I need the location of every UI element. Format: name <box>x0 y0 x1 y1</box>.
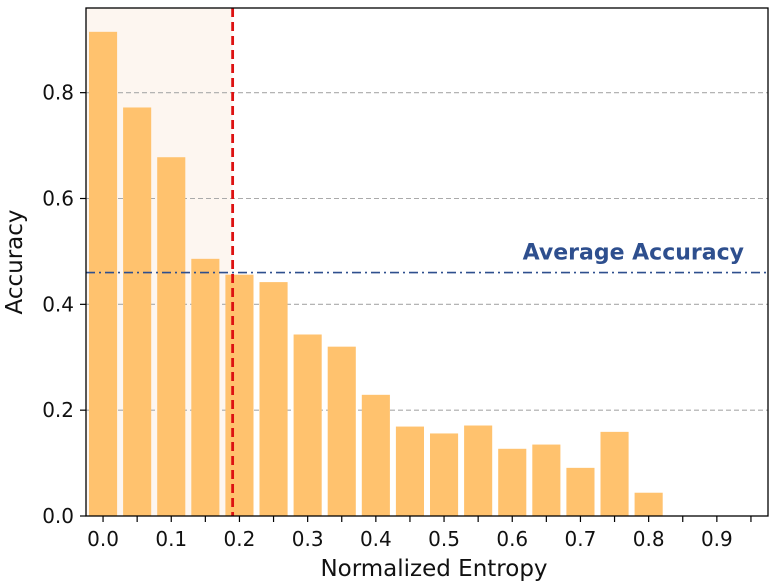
x-tick-label: 0.5 <box>428 527 460 551</box>
bar <box>225 274 254 516</box>
x-tick-label: 0.7 <box>565 527 597 551</box>
y-axis-title: Accuracy <box>2 209 28 314</box>
x-tick-label: 0.3 <box>292 527 324 551</box>
bar <box>395 426 424 516</box>
bar <box>498 448 527 516</box>
x-tick-label: 0.8 <box>633 527 665 551</box>
x-axis-ticks: 0.0 0.1 0.2 0.3 0.4 0.5 0.6 0.7 0.8 0.9 <box>87 516 752 551</box>
bar <box>361 394 390 516</box>
bar <box>566 467 595 516</box>
plot-frame <box>85 7 769 517</box>
bar <box>191 258 220 516</box>
x-tick-label: 0.4 <box>360 527 392 551</box>
bar <box>532 444 561 516</box>
bar <box>634 492 663 516</box>
bar <box>327 346 356 516</box>
bar <box>464 425 493 516</box>
bar <box>293 334 322 516</box>
x-axis-title: Normalized Entropy <box>320 556 547 582</box>
x-tick-label: 0.2 <box>224 527 256 551</box>
bar <box>600 431 629 516</box>
y-axis-ticks: 0.0 0.2 0.4 0.6 0.8 <box>42 81 86 528</box>
x-tick-label: 0.0 <box>87 527 119 551</box>
y-tick-label: 0.4 <box>42 292 74 316</box>
x-tick-label: 0.6 <box>496 527 528 551</box>
bar <box>89 31 118 516</box>
average-accuracy-label: Average Accuracy <box>523 241 744 266</box>
bar <box>123 107 152 516</box>
bar <box>259 282 288 516</box>
bars <box>89 31 663 516</box>
y-tick-label: 0.8 <box>42 81 74 105</box>
bar <box>430 433 459 516</box>
y-tick-label: 0.2 <box>42 398 74 422</box>
bar <box>157 157 186 516</box>
y-tick-label: 0.6 <box>42 187 74 211</box>
x-tick-label: 0.1 <box>155 527 187 551</box>
y-tick-label: 0.0 <box>42 504 74 528</box>
x-tick-label: 0.9 <box>701 527 733 551</box>
